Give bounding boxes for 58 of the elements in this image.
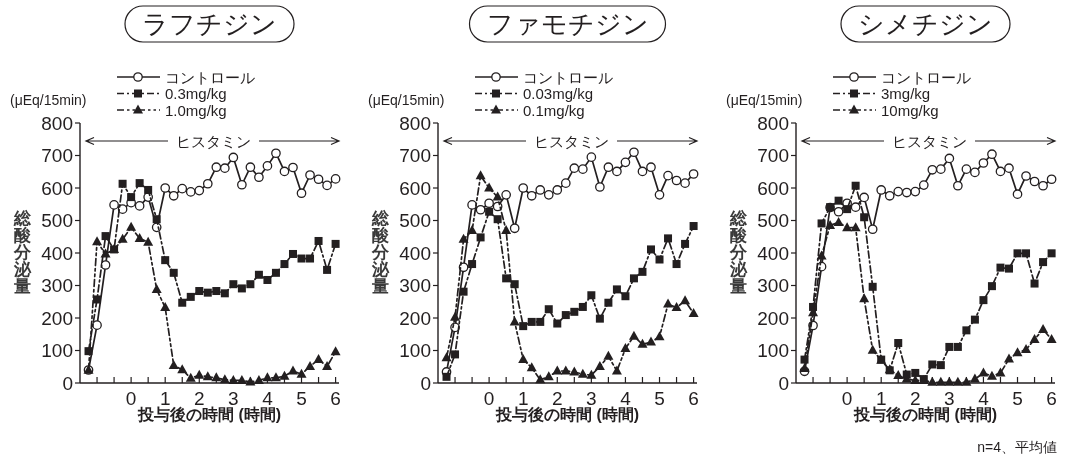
y-tick-label: 200 (399, 307, 431, 329)
y-tick-label: 100 (41, 340, 73, 361)
x-tick-label: 6 (330, 387, 341, 409)
x-tick-label: 5 (296, 387, 307, 409)
x-tick-label: 5 (654, 387, 665, 409)
y-tick-label: 200 (757, 307, 789, 329)
y-tick-label: 600 (757, 177, 789, 199)
text: (μEq/15min) (368, 92, 445, 108)
y-tick-label: 600 (41, 177, 73, 199)
y-tick-label: 500 (399, 210, 431, 231)
y-axis-title: 総酸分泌量 (12, 208, 32, 296)
legend-label: コントロール (165, 68, 255, 86)
chart-title: シメチジン (858, 9, 993, 39)
annotation: ヒスタミン (892, 132, 967, 150)
y-axis-title: 総酸分泌量 (728, 208, 748, 296)
text: (μEq/15min) (726, 92, 803, 108)
y-tick-label: 400 (757, 242, 789, 264)
y-tick-label: 200 (41, 307, 73, 329)
x-tick-label: 6 (688, 387, 699, 409)
y-tick-label: 800 (757, 112, 789, 134)
y-tick-label: 300 (41, 275, 73, 296)
y-axis-title: 総酸分泌量 (370, 208, 390, 296)
y-tick-label: 300 (399, 275, 431, 296)
legend-label: 1.0mg/kg (165, 101, 227, 119)
chart-title: ファモチジン (486, 9, 649, 39)
y-tick-label: 600 (399, 177, 431, 199)
x-tick-label: 0 (841, 387, 853, 409)
y-tick-label: 700 (399, 145, 431, 166)
legend-label: 3mg/kg (881, 85, 931, 102)
legend-label: 10mg/kg (881, 101, 939, 119)
legend-label: 0.1mg/kg (523, 101, 585, 119)
y-tick-label: 800 (41, 112, 73, 134)
x-tick-label: 5 (1012, 387, 1023, 409)
y-tick-label: 100 (757, 340, 789, 361)
y-tick-label: 0 (420, 372, 431, 394)
annotation: ヒスタミン (176, 132, 251, 150)
legend-label: コントロール (881, 68, 971, 86)
legend-label: 0.03mg/kg (523, 85, 594, 102)
y-tick-label: 400 (41, 242, 73, 264)
legend-label: 0.3mg/kg (165, 85, 227, 102)
x-tick-label: 0 (483, 387, 495, 409)
y-tick-label: 700 (757, 145, 789, 166)
text: (μEq/15min) (10, 92, 87, 108)
text: n=4、平均値 (977, 439, 1057, 455)
x-tick-label: 6 (1046, 387, 1057, 409)
y-tick-label: 500 (41, 210, 73, 231)
y-tick-label: 800 (399, 112, 431, 134)
legend-label: コントロール (523, 68, 613, 86)
y-tick-label: 100 (399, 340, 431, 361)
y-tick-label: 700 (41, 145, 73, 166)
y-tick-label: 400 (399, 242, 431, 264)
y-tick-label: 500 (757, 210, 789, 231)
chart-title: ラフチジン (142, 9, 277, 39)
y-tick-label: 0 (778, 372, 789, 394)
x-tick-label: 0 (125, 387, 137, 409)
annotation: ヒスタミン (534, 132, 609, 150)
y-tick-label: 0 (62, 372, 73, 394)
y-tick-label: 300 (757, 275, 789, 296)
